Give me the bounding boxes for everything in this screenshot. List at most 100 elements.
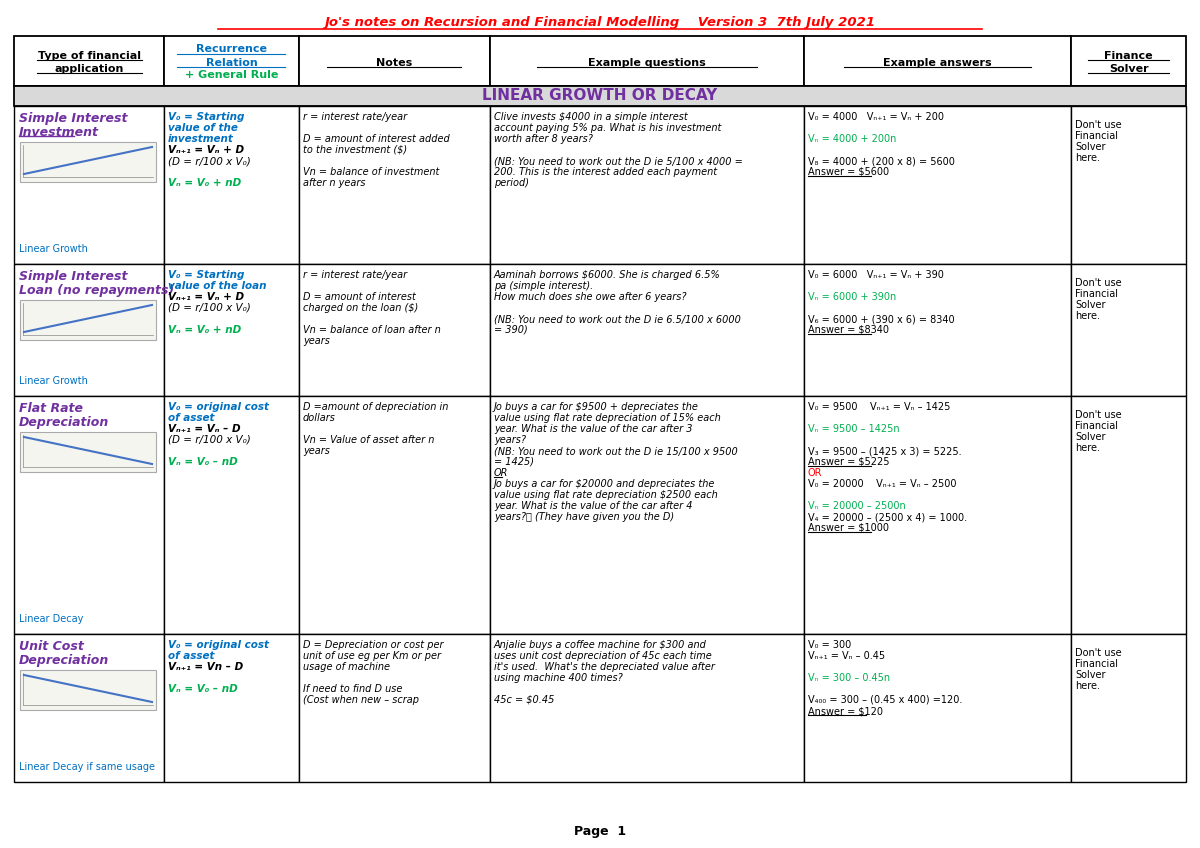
Text: OR: OR (808, 468, 822, 478)
Text: OR: OR (494, 468, 509, 478)
Text: usage of machine: usage of machine (302, 662, 390, 672)
Text: Aaminah borrows $6000. She is charged 6.5%: Aaminah borrows $6000. She is charged 6.… (494, 270, 720, 280)
Text: worth after 8 years?: worth after 8 years? (494, 134, 593, 144)
Text: Finance: Finance (1104, 51, 1153, 61)
Text: Solver: Solver (1075, 432, 1105, 442)
Bar (299, 264, 490, 396)
Text: Vₙ = V₀ + nD: Vₙ = V₀ + nD (168, 325, 241, 335)
Text: Depreciation: Depreciation (19, 654, 109, 667)
Text: it's used.  What's the depreciated value after: it's used. What's the depreciated value … (494, 662, 715, 672)
Text: unit of use eg per Km or per: unit of use eg per Km or per (302, 651, 440, 661)
Text: Vₙ₊₁ = Vₙ + D: Vₙ₊₁ = Vₙ + D (168, 145, 244, 155)
Text: (NB: You need to work out the D ie 5/100 x 4000 =: (NB: You need to work out the D ie 5/100… (494, 156, 743, 166)
Bar (1072, 396, 1186, 634)
Text: V₆ = 6000 + (390 x 6) = 8340: V₆ = 6000 + (390 x 6) = 8340 (808, 314, 954, 324)
Bar (164, 106, 299, 264)
Text: here.: here. (1075, 443, 1100, 453)
Text: year. What is the value of the car after 3: year. What is the value of the car after… (494, 424, 692, 434)
Text: Financial: Financial (1075, 659, 1118, 669)
Text: value of the loan: value of the loan (168, 281, 266, 291)
Text: Vₙ = 4000 + 200n: Vₙ = 4000 + 200n (808, 134, 896, 144)
Text: of asset: of asset (168, 651, 215, 661)
Text: period): period) (494, 178, 529, 188)
Text: D = Depreciation or cost per: D = Depreciation or cost per (302, 640, 443, 650)
Text: V₀ = 20000    Vₙ₊₁ = Vₙ – 2500: V₀ = 20000 Vₙ₊₁ = Vₙ – 2500 (808, 479, 956, 489)
Text: here.: here. (1075, 681, 1100, 691)
Bar (20, 432, 156, 472)
Text: Simple Interest: Simple Interest (19, 112, 127, 125)
Bar (14, 36, 164, 86)
Text: V₈ = 4000 + (200 x 8) = 5600: V₈ = 4000 + (200 x 8) = 5600 (808, 156, 955, 166)
Bar (804, 264, 1072, 396)
Bar (14, 396, 164, 634)
Text: Answer = $1000: Answer = $1000 (808, 523, 889, 533)
Text: V₀ = original cost: V₀ = original cost (168, 402, 269, 412)
Text: V₄ = 20000 – (2500 x 4) = 1000.: V₄ = 20000 – (2500 x 4) = 1000. (808, 512, 967, 522)
Bar (490, 396, 804, 634)
Bar (20, 300, 156, 340)
Text: Flat Rate: Flat Rate (19, 402, 83, 415)
Text: Answer = $8340: Answer = $8340 (808, 325, 889, 335)
Text: here.: here. (1075, 153, 1100, 163)
Text: (D = r/100 x V₀): (D = r/100 x V₀) (168, 303, 251, 313)
Text: dollars: dollars (302, 413, 336, 423)
Text: (D = r/100 x V₀): (D = r/100 x V₀) (168, 156, 251, 166)
Text: Vₙ = 20000 – 2500n: Vₙ = 20000 – 2500n (808, 501, 906, 511)
Text: Vₙ₊₁ = Vₙ – D: Vₙ₊₁ = Vₙ – D (168, 424, 241, 434)
Text: r = interest rate/year: r = interest rate/year (302, 112, 407, 122)
Text: Vn = balance of investment: Vn = balance of investment (302, 167, 439, 177)
Text: charged on the loan ($): charged on the loan ($) (302, 303, 418, 313)
Text: How much does she owe after 6 years?: How much does she owe after 6 years? (494, 292, 686, 302)
Text: to the investment ($): to the investment ($) (302, 145, 407, 155)
Bar (164, 36, 299, 86)
Bar (1072, 36, 1186, 86)
Bar (299, 634, 490, 782)
Text: Don't use: Don't use (1075, 410, 1122, 420)
Text: V₀ = original cost: V₀ = original cost (168, 640, 269, 650)
Text: Solver: Solver (1075, 142, 1105, 152)
Text: Linear Decay: Linear Decay (19, 614, 83, 624)
Bar (14, 106, 164, 264)
Text: after n years: after n years (302, 178, 365, 188)
Bar (14, 86, 1186, 106)
Text: D = amount of interest added: D = amount of interest added (302, 134, 450, 144)
Text: year. What is the value of the car after 4: year. What is the value of the car after… (494, 501, 692, 511)
Text: (Cost when new – scrap: (Cost when new – scrap (302, 695, 419, 705)
Text: Example answers: Example answers (883, 58, 992, 68)
Text: (NB: You need to work out the D ie 15/100 x 9500: (NB: You need to work out the D ie 15/10… (494, 446, 738, 456)
Text: D = amount of interest: D = amount of interest (302, 292, 415, 302)
Text: V₀ = 300: V₀ = 300 (808, 640, 851, 650)
Text: Solver: Solver (1075, 300, 1105, 310)
Text: r = interest rate/year: r = interest rate/year (302, 270, 407, 280)
Text: value of the: value of the (168, 123, 238, 133)
Text: Clive invests $4000 in a simple interest: Clive invests $4000 in a simple interest (494, 112, 688, 122)
Text: Type of financial: Type of financial (37, 51, 140, 61)
Text: D =amount of depreciation in: D =amount of depreciation in (302, 402, 448, 412)
Text: 200. This is the interest added each payment: 200. This is the interest added each pay… (494, 167, 716, 177)
Bar (1072, 634, 1186, 782)
Text: value using flat rate depreciation $2500 each: value using flat rate depreciation $2500… (494, 490, 718, 500)
Text: years?: years? (494, 435, 526, 445)
Text: here.: here. (1075, 311, 1100, 321)
Text: Vₙ = 300 – 0.45n: Vₙ = 300 – 0.45n (808, 673, 890, 683)
Text: = 390): = 390) (494, 325, 528, 335)
Text: V₀ = Starting: V₀ = Starting (168, 270, 245, 280)
Text: (D = r/100 x V₀): (D = r/100 x V₀) (168, 435, 251, 445)
Text: V₀ = 4000   Vₙ₊₁ = Vₙ + 200: V₀ = 4000 Vₙ₊₁ = Vₙ + 200 (808, 112, 944, 122)
Bar (490, 106, 804, 264)
Text: uses unit cost depreciation of 45c each time: uses unit cost depreciation of 45c each … (494, 651, 712, 661)
Bar (14, 264, 164, 396)
Bar (299, 396, 490, 634)
Text: Financial: Financial (1075, 289, 1118, 299)
Text: Investment: Investment (19, 126, 98, 139)
Bar (164, 396, 299, 634)
Text: Loan (no repayments): Loan (no repayments) (19, 284, 174, 297)
Bar (804, 634, 1072, 782)
Text: 45c = $0.45: 45c = $0.45 (494, 695, 554, 705)
Text: years: years (302, 336, 330, 346)
Text: Page  1: Page 1 (574, 825, 626, 838)
Text: pa (simple interest).: pa (simple interest). (494, 281, 593, 291)
Bar (1072, 106, 1186, 264)
Bar (164, 264, 299, 396)
Text: Financial: Financial (1075, 421, 1118, 431)
